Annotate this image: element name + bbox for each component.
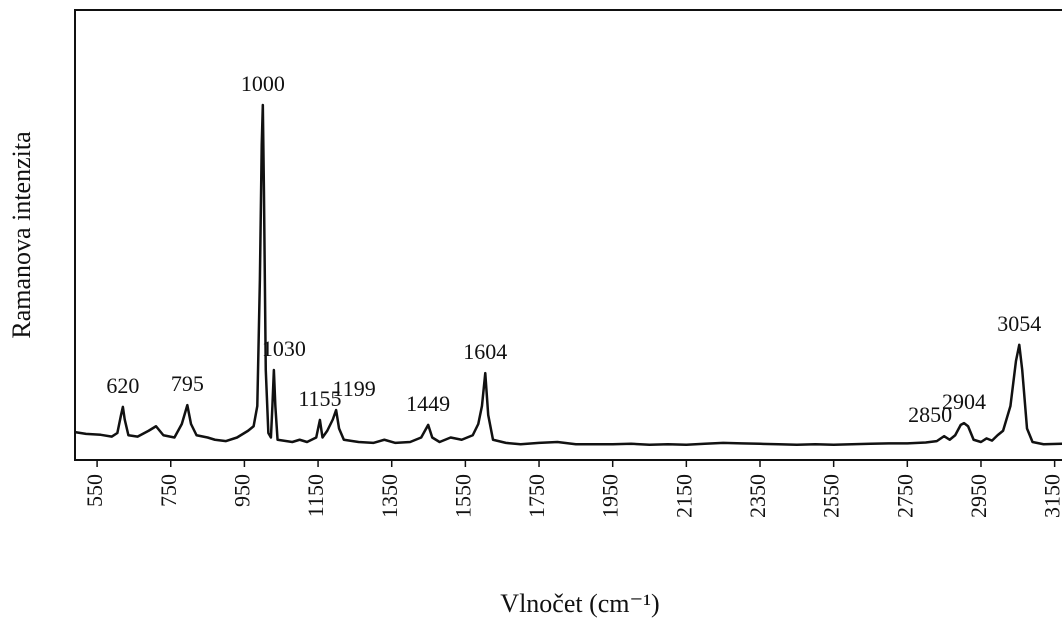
x-tick-label: 1550 — [450, 474, 475, 518]
x-tick-label: 1350 — [377, 474, 402, 518]
plot-frame — [74, 9, 1062, 461]
x-tick-label: 3150 — [1040, 474, 1062, 518]
spectrum-line — [74, 103, 1062, 446]
x-tick-label: 1150 — [303, 474, 328, 517]
peak-label: 3054 — [997, 311, 1041, 336]
x-tick-label: 2150 — [671, 474, 696, 518]
x-tick-label: 950 — [229, 474, 254, 507]
peak-label: 2850 — [908, 402, 952, 427]
peak-label: 620 — [106, 373, 139, 398]
peak-label: 1000 — [241, 71, 285, 96]
x-tick-label: 2550 — [819, 474, 844, 518]
y-axis-label: Ramanova intenzita — [7, 131, 36, 339]
x-tick-label: 2350 — [745, 474, 770, 518]
peak-label: 2904 — [942, 389, 986, 414]
x-tick-label: 550 — [82, 474, 107, 507]
x-tick-label: 1950 — [598, 474, 623, 518]
x-tick-label: 750 — [156, 474, 181, 507]
peak-label: 1030 — [262, 336, 306, 361]
peak-label: 1155 — [298, 386, 341, 411]
peak-label: 1604 — [463, 339, 507, 364]
x-tick-label: 2950 — [966, 474, 991, 518]
x-tick-label: 2750 — [892, 474, 917, 518]
x-axis-label: Vlnočet (cm⁻¹) — [500, 589, 659, 618]
peak-label: 795 — [171, 371, 204, 396]
peak-label: 1199 — [333, 376, 376, 401]
peak-label: 1449 — [406, 391, 450, 416]
x-tick-label: 1750 — [524, 474, 549, 518]
